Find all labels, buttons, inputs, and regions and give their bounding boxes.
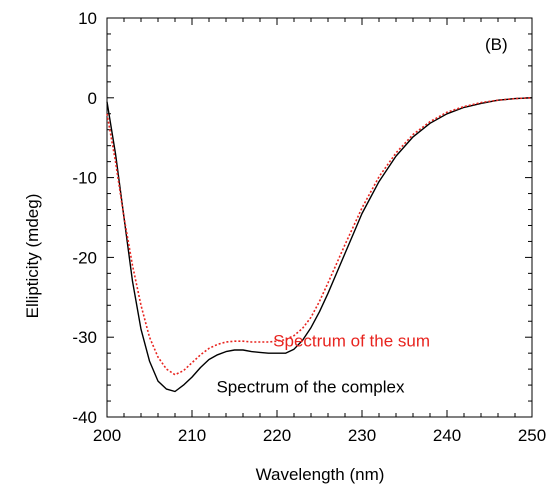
y-tick-label: 0	[88, 89, 97, 108]
annotation-spectrum-complex: Spectrum of the complex	[216, 378, 405, 397]
y-tick-label: -20	[72, 248, 97, 267]
x-tick-label: 200	[93, 426, 121, 445]
y-tick-label: 10	[78, 9, 97, 28]
plot-frame	[106, 17, 533, 418]
x-tick-label: 210	[178, 426, 206, 445]
series-line-complex	[106, 97, 533, 393]
x-tick-label: 240	[433, 426, 461, 445]
text-layer: (B) Wavelength (nm) Ellipticity (mdeg) S…	[23, 35, 508, 484]
x-tick-label: 250	[518, 426, 546, 445]
y-tick-label: -40	[72, 408, 97, 427]
x-tick-label: 220	[263, 426, 291, 445]
x-tick-label: 230	[348, 426, 376, 445]
y-axis-label: Ellipticity (mdeg)	[23, 194, 42, 319]
y-tick-label: -30	[72, 328, 97, 347]
annotation-spectrum-sum: Spectrum of the sum	[273, 331, 430, 350]
y-tick-label: -10	[72, 169, 97, 188]
panel-label: (B)	[485, 35, 508, 54]
x-axis-label: Wavelength (nm)	[256, 465, 385, 484]
series-layer	[106, 97, 533, 393]
axes: 200 210 220 230 240 250 10 0 -10 -20 -30 -40	[72, 9, 546, 445]
